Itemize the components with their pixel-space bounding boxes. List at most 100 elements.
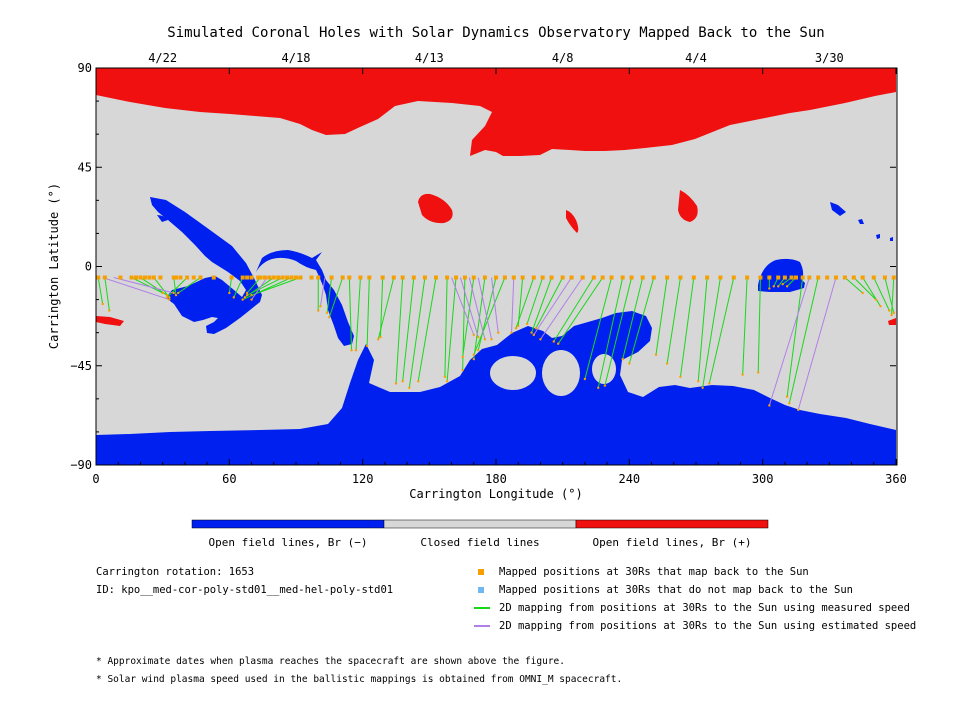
footpoint (890, 313, 893, 317)
footpoint (665, 362, 669, 365)
y-tick-label: 0 (85, 260, 92, 274)
mapping-line-measured (355, 277, 361, 351)
mapped-position-point (807, 275, 812, 280)
footpoint (232, 296, 235, 299)
mapped-position-point (245, 275, 250, 280)
footpoint (557, 342, 560, 345)
mapping-line-measured (348, 277, 353, 351)
mapped-position-point (462, 275, 467, 280)
footpoint (108, 309, 111, 312)
mapped-position-point (298, 275, 303, 280)
x-tick-label: 180 (485, 472, 507, 486)
footpoint (245, 291, 249, 295)
fragment-1 (830, 202, 846, 216)
mapped-position-point (434, 275, 438, 280)
mapped-position-point (825, 275, 830, 280)
footpoint (174, 293, 178, 297)
footpoint (621, 357, 624, 361)
mapped-position-point (367, 275, 372, 280)
mapped-position-point (211, 275, 216, 280)
x-axis-label: Carrington Longitude (°) (409, 487, 582, 501)
colorbar: Open field lines, Br (−) Closed field li… (191, 519, 769, 549)
mapping-line-estimated (511, 277, 515, 333)
mapped-position-point (185, 275, 190, 280)
mapping-line-measured (557, 277, 604, 344)
footpoint (379, 335, 382, 339)
mapping-line-measured (891, 277, 895, 316)
mapped-position-point (138, 275, 143, 280)
colorbar-negative (191, 519, 385, 529)
footpoint (781, 282, 784, 286)
mapped-position-point (445, 275, 450, 280)
footpoint (401, 379, 404, 383)
mapping-line-measured (131, 277, 163, 294)
footpoint (552, 340, 555, 343)
footpoint (861, 291, 864, 295)
mapping-line-estimated (797, 277, 837, 410)
footpoint (797, 408, 800, 412)
legend-label-mapped: Mapped positions at 30Rs that map back t… (499, 566, 809, 578)
mapping-line-measured (531, 277, 553, 333)
footpoint (168, 296, 171, 299)
footpoint (530, 331, 533, 334)
mapped-position-point (240, 275, 245, 280)
mapping-line-measured (655, 277, 668, 355)
footpoint (365, 344, 369, 348)
fragment-2 (858, 219, 864, 224)
mapped-position-point (422, 275, 427, 280)
fragment-5 (157, 215, 168, 222)
mapped-position-point (569, 275, 574, 280)
mapped-position-point (249, 275, 254, 280)
mapped-position-point (800, 275, 805, 280)
mapping-line-measured (526, 277, 544, 325)
north-positive-coronal-hole (96, 68, 896, 156)
footpoint (328, 316, 331, 319)
mapping-line-measured (328, 277, 344, 318)
mapping-line-measured (853, 277, 877, 300)
footpoint (477, 349, 480, 352)
footpoint (228, 291, 231, 295)
mapping-line-measured (233, 277, 244, 298)
mapped-position-point (329, 275, 334, 280)
mapped-position-point (871, 275, 876, 280)
y-tick-label: −45 (70, 359, 92, 373)
footpoint (245, 293, 249, 297)
mapping-line-measured (535, 277, 564, 329)
mapped-position-point (151, 275, 156, 280)
mapping-line-measured (104, 277, 110, 311)
mapping-line-measured (622, 277, 644, 360)
colorbar-label-positive: Open field lines, Br (+) (593, 536, 752, 549)
mapping-line-measured (666, 277, 681, 364)
mapped-position-point (191, 275, 196, 280)
mapped-position-point (316, 275, 321, 280)
mapped-position-point (629, 275, 634, 280)
footpoint (408, 386, 411, 390)
mapped-position-point (691, 275, 696, 280)
mapped-position-point (560, 275, 565, 280)
mapping-line-measured (446, 277, 457, 382)
footpoint (583, 377, 587, 381)
northern-mid-negative-coronal-hole (150, 197, 262, 334)
mapped-position-point (411, 275, 416, 280)
footpoint (697, 379, 700, 383)
mapping-line-measured (628, 277, 655, 364)
mapped-position-point (158, 275, 163, 280)
footpoint (161, 291, 164, 295)
mapping-line-measured (417, 277, 437, 382)
mapping-line-measured (553, 277, 595, 342)
footpoint (177, 291, 180, 295)
fragment-3 (876, 234, 880, 239)
mapped-position-point (842, 275, 847, 280)
footpoint (461, 368, 464, 372)
top-date-label: 4/8 (552, 51, 574, 65)
footpoint (757, 371, 760, 374)
fragment-4 (890, 237, 893, 241)
footpoint (443, 375, 447, 378)
chart-title: Simulated Coronal Holes with Solar Dynam… (167, 25, 824, 41)
colorbar-label-negative: Open field lines, Br (−) (209, 536, 368, 549)
footpoint (534, 327, 538, 330)
footpoint (472, 333, 475, 337)
mapping-line-measured (757, 277, 761, 373)
mapped-position-point (891, 275, 896, 280)
